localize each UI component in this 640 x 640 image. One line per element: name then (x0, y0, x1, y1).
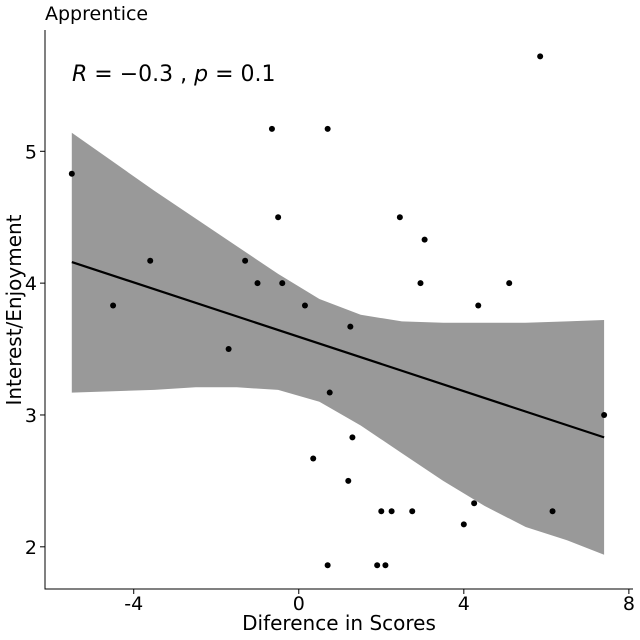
data-point (254, 280, 261, 287)
data-point (537, 53, 544, 60)
regression-line-layer (71, 260, 605, 439)
correlation-annotation: R = −0.3 , p = 0.1 (72, 62, 276, 87)
x-tick-label: 0 (293, 593, 305, 615)
r-value: = −0.3 , (87, 62, 194, 87)
data-point (421, 236, 428, 243)
data-point (301, 302, 308, 309)
y-axis-label: Interest/Enjoyment (2, 214, 26, 405)
data-point (374, 562, 381, 569)
x-tick-label: 8 (623, 593, 635, 615)
x-tick-label: -4 (124, 593, 143, 615)
y-tick-label: 2 (25, 537, 37, 559)
regression-line (71, 260, 605, 439)
data-point (225, 346, 232, 353)
data-point (324, 562, 331, 569)
data-point (378, 508, 385, 515)
p-value: = 0.1 (208, 62, 275, 87)
data-point (68, 170, 75, 177)
data-points-layer (68, 53, 608, 569)
data-point (549, 508, 556, 515)
data-point (471, 500, 478, 507)
r-symbol: R (72, 62, 87, 87)
data-point (409, 508, 416, 515)
data-point (396, 214, 403, 221)
data-point (275, 214, 282, 221)
data-point (349, 434, 356, 441)
y-tick-label: 3 (25, 405, 37, 427)
p-symbol: p (193, 62, 208, 87)
y-tick-label: 4 (25, 273, 37, 295)
data-point (147, 257, 154, 264)
axes-layer: -4 0 4 8 2 3 4 5 (25, 30, 635, 615)
data-point (324, 125, 331, 132)
data-point (475, 302, 482, 309)
data-point (388, 508, 395, 515)
confidence-band-layer (71, 132, 605, 555)
data-point (326, 389, 333, 396)
data-point (310, 455, 317, 462)
data-point (417, 280, 424, 287)
data-point (460, 521, 467, 528)
data-point (242, 257, 249, 264)
data-point (268, 125, 275, 132)
data-point (506, 280, 513, 287)
confidence-band (71, 132, 605, 555)
data-point (345, 477, 352, 484)
data-point (347, 323, 354, 330)
data-point (601, 411, 608, 418)
data-point (279, 280, 286, 287)
y-tick-label: 5 (25, 141, 37, 163)
x-tick-label: 4 (458, 593, 470, 615)
data-point (382, 562, 389, 569)
x-axis-label: Diference in Scores (242, 611, 436, 635)
chart-title: Apprentice (45, 3, 148, 25)
data-point (110, 302, 117, 309)
